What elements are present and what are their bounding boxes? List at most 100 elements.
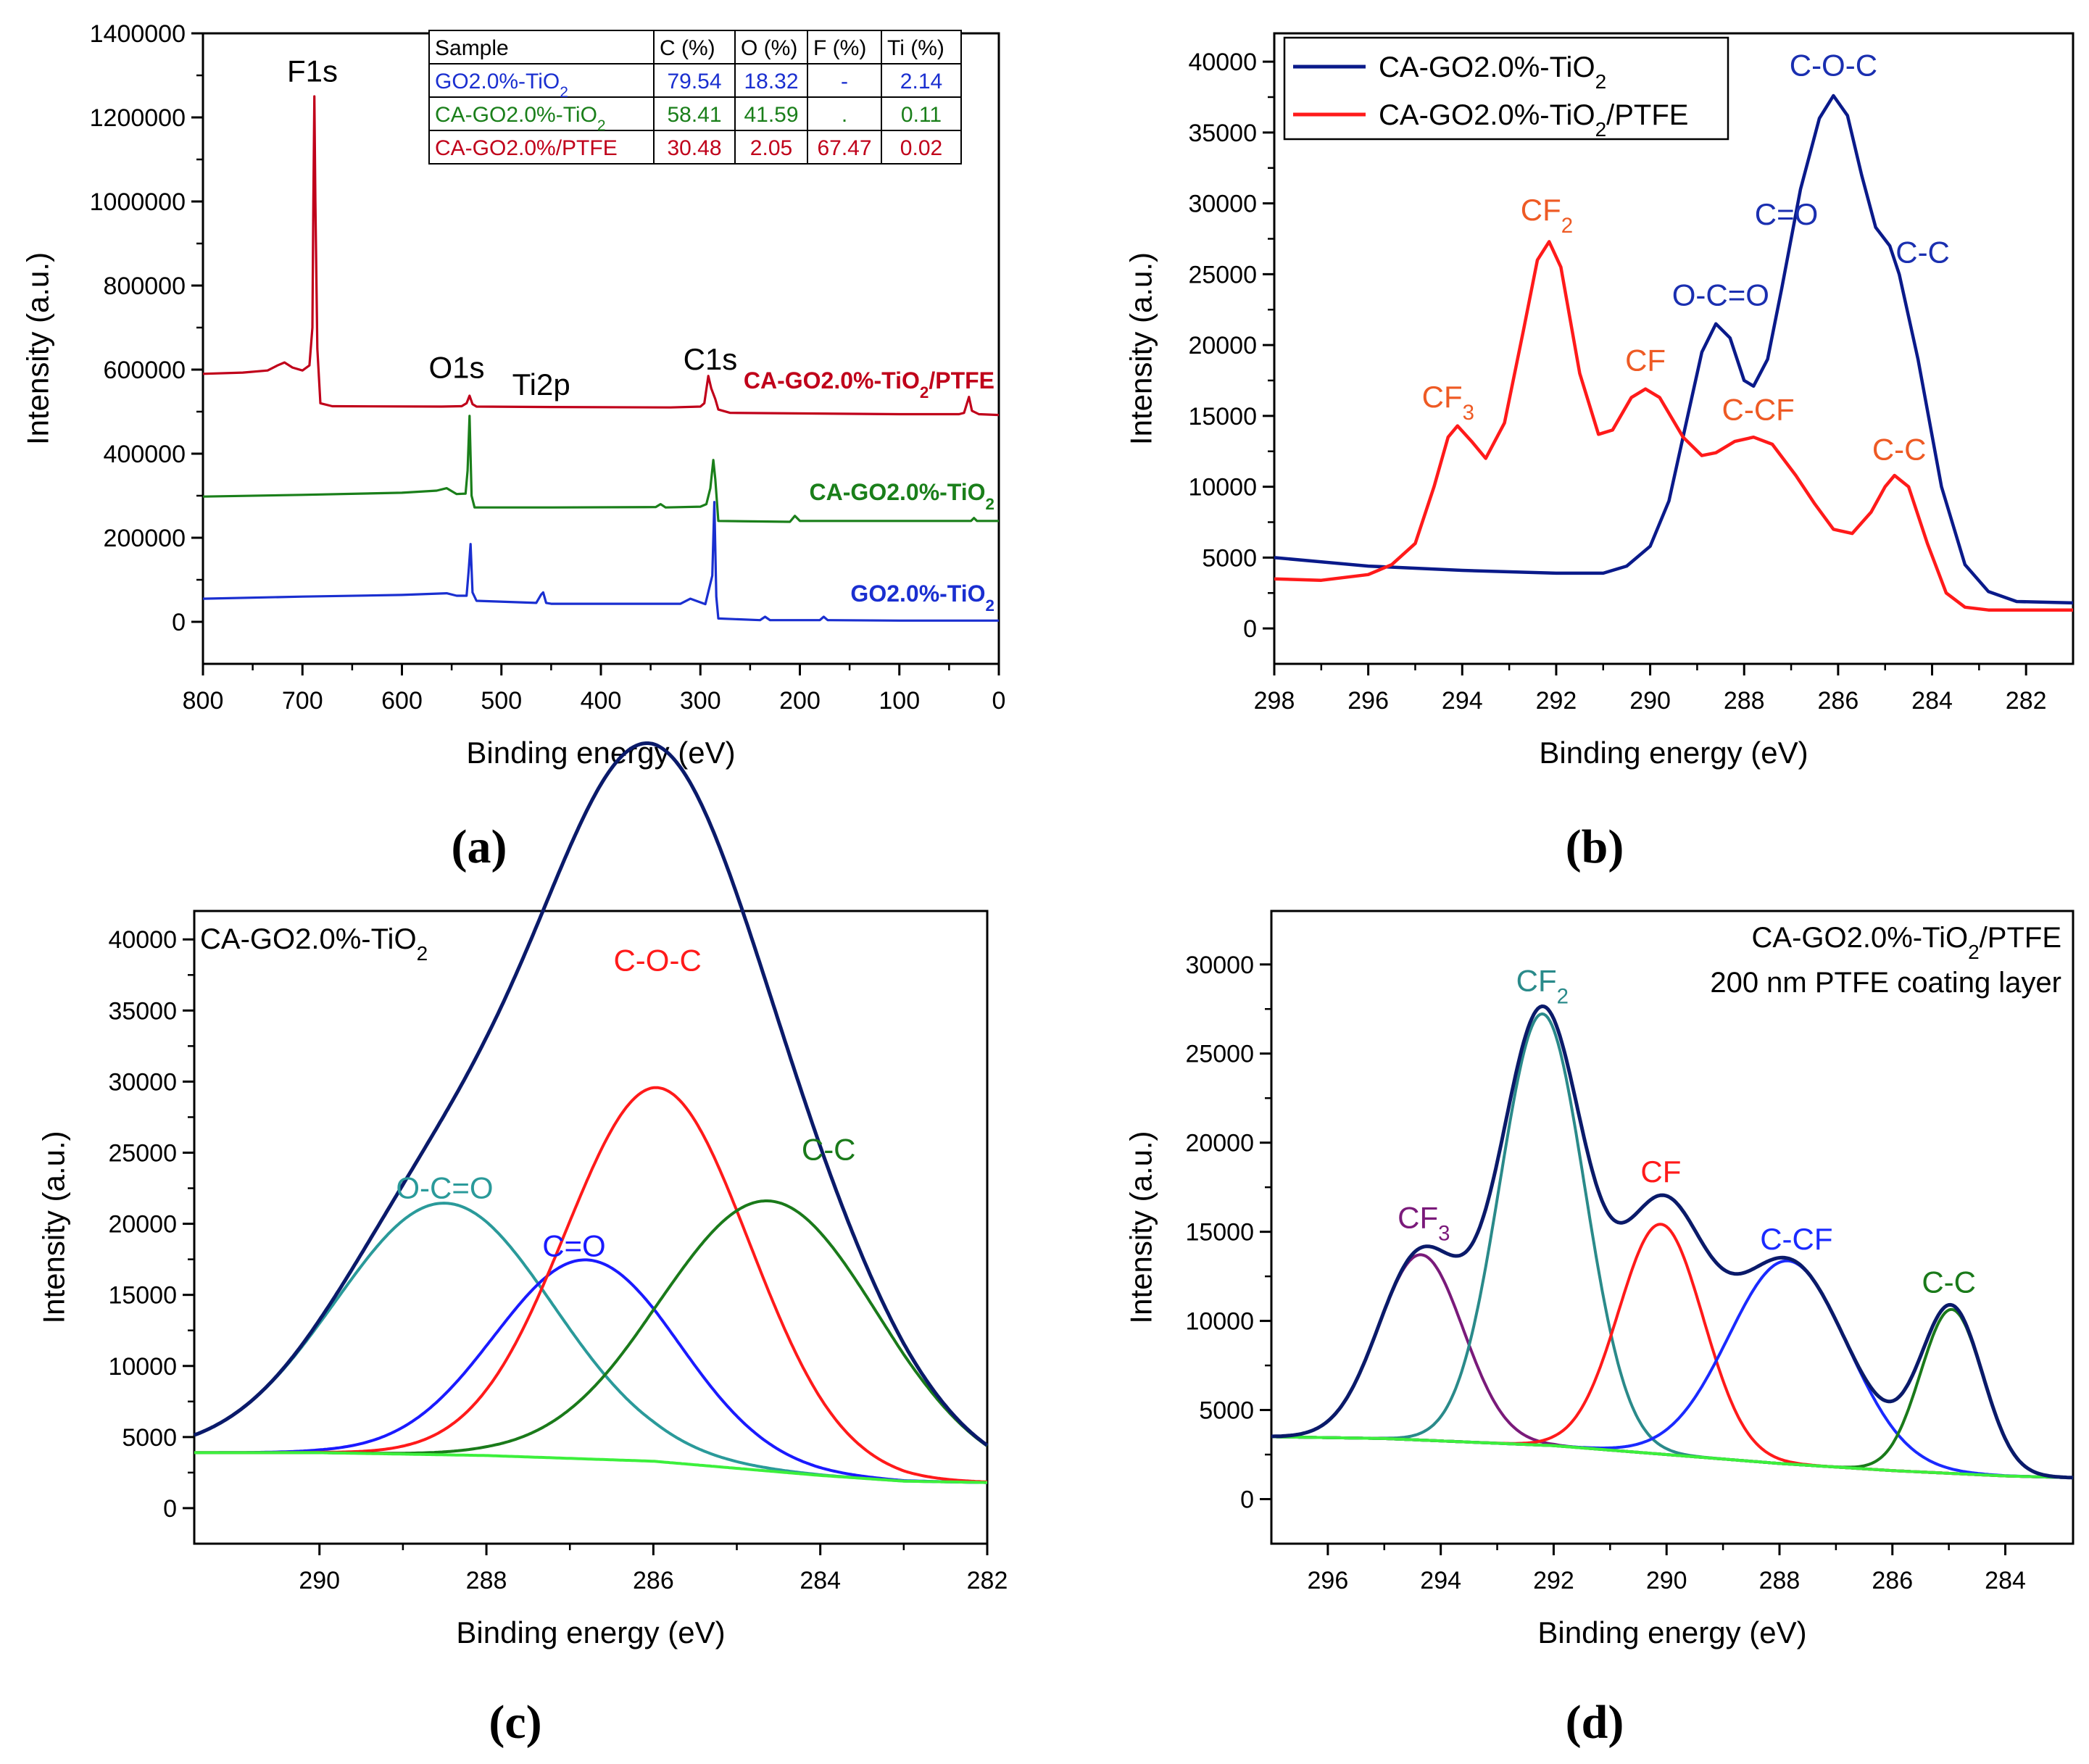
composition-table: Sample C (%) O (%) F (%) Ti (%) GO2.0%-TiO2 79… <box>428 30 962 165</box>
x-tick-label: 284 <box>1911 687 1953 715</box>
panel-a-survey-chart: 800 700 600 500 400 300 200 100 0 0 200000 400000 60… <box>21 20 1006 770</box>
x-tick-label: 800 <box>183 687 224 715</box>
y-tick-label: 20000 <box>1185 1130 1254 1157</box>
y-tick-label: 400000 <box>104 441 186 468</box>
x-tick-label: 288 <box>1759 1567 1801 1594</box>
series-line-0 <box>1274 93 2074 605</box>
series-label-2: GO2.0%-TiO2 <box>850 581 994 615</box>
peak-annotation: O1s <box>428 351 484 385</box>
table-cell: 0.02 <box>900 136 942 160</box>
y-tick-label: 20000 <box>108 1211 177 1239</box>
y-tick-label: 0 <box>163 1495 177 1523</box>
peak-annotation: O-C=O <box>1672 278 1769 312</box>
peak-annotation: C-O-C <box>613 943 701 977</box>
x-tick-label: 300 <box>680 687 721 715</box>
y-axis-title: Intensity (a.u.) <box>21 252 55 445</box>
y-tick-label: 30000 <box>108 1068 177 1096</box>
peak-annotation: C1s <box>684 342 738 376</box>
x-tick-label: 282 <box>2006 687 2047 715</box>
legend-box <box>1283 36 1729 141</box>
y-tick-label: 40000 <box>108 926 177 954</box>
panel-b-c1s-comparison-chart: 298 296 294 292 290 288 286 284 282 0 5000 10000 150… <box>1124 32 2075 770</box>
y-tick-label: 20000 <box>1188 332 1257 359</box>
y-tick-label: 25000 <box>1185 1041 1254 1068</box>
fit-envelope <box>194 741 989 1447</box>
y-tick-label: 0 <box>1240 1486 1254 1514</box>
series-line-1 <box>1274 240 2073 612</box>
x-tick-label: 286 <box>1872 1567 1913 1594</box>
y-tick-label: 1200000 <box>90 104 186 132</box>
y-tick-label: 30000 <box>1185 952 1254 979</box>
y-tick-label: 10000 <box>1185 1308 1254 1336</box>
x-tick-label: 0 <box>992 687 1006 715</box>
x-tick-label: 292 <box>1536 687 1577 715</box>
plot-frame <box>1270 910 2075 1545</box>
x-tick-label: 296 <box>1347 687 1389 715</box>
y-tick-label: 5000 <box>1202 544 1257 572</box>
plot-frame <box>1273 32 2075 665</box>
y-tick-label: 25000 <box>1188 261 1257 288</box>
panel-coating-label: 200 nm PTFE coating layer <box>1710 967 2061 999</box>
y-tick-label: 5000 <box>1199 1397 1254 1425</box>
x-tick-label: 294 <box>1442 687 1483 715</box>
x-tick-label: 288 <box>1724 687 1765 715</box>
peak-annotation: C-CF <box>1760 1222 1832 1256</box>
peak-annotation: CF2 <box>1516 964 1569 1009</box>
panel-label-d: (d) <box>1566 1696 1624 1749</box>
peak-annotation: F1s <box>287 54 338 88</box>
plot-frame <box>193 910 989 1545</box>
y-tick-label: 0 <box>1243 615 1257 643</box>
y-axis-ticks: 0 5000 10000 15000 20000 25000 30000 35000 40000 <box>1188 49 1274 643</box>
x-axis-ticks: 290 288 286 284 282 <box>299 1544 1008 1594</box>
y-axis-ticks: 0 5000 10000 15000 20000 25000 30000 35000 40000 <box>108 926 194 1523</box>
x-tick-label: 284 <box>1985 1567 2026 1594</box>
peak-annotation: Ti2p <box>512 367 570 402</box>
y-tick-label: 1400000 <box>90 20 186 48</box>
peak-annotation: CF <box>1640 1154 1681 1189</box>
peak-annotation: CF <box>1625 343 1666 377</box>
peak-annotation: O-C=O <box>396 1170 493 1205</box>
peak-annotation: CF3 <box>1422 380 1474 425</box>
y-tick-label: 800000 <box>104 272 186 300</box>
table-header: Sample <box>435 36 509 60</box>
table-header: Ti (%) <box>887 36 944 60</box>
table-header: O (%) <box>741 36 797 60</box>
table-cell: 58.41 <box>667 103 721 127</box>
y-tick-label: 10000 <box>108 1353 177 1381</box>
panel-label-c: (c) <box>489 1696 541 1749</box>
panel-label-b: (b) <box>1566 820 1624 873</box>
x-tick-label: 500 <box>481 687 522 715</box>
panel-label-a: (a) <box>452 820 507 873</box>
y-axis-ticks: 0 200000 400000 600000 800000 1000000 1200000 1… <box>90 20 203 636</box>
x-axis-title: Binding energy (eV) <box>1539 736 1808 770</box>
table-header: C (%) <box>660 36 715 60</box>
y-tick-label: 10000 <box>1188 474 1257 502</box>
y-tick-label: 15000 <box>1185 1219 1254 1247</box>
x-axis-title: Binding energy (eV) <box>466 736 735 770</box>
table-cell: - <box>841 70 848 93</box>
peak-annotation: C=O <box>1755 197 1819 231</box>
table-cell: 41.59 <box>744 103 798 127</box>
series-label-1: CA-GO2.0%-TiO2 <box>810 479 994 513</box>
series-line-1 <box>202 415 999 523</box>
y-tick-label: 35000 <box>1188 120 1257 147</box>
peak-annotation: C-C <box>1895 236 1950 270</box>
y-tick-label: 35000 <box>108 997 177 1025</box>
panel-d-c1s-fit-chart: 296 294 292 290 288 286 284 0 5000 10000 15000 2000… <box>1124 910 2075 1649</box>
table-header: F (%) <box>813 36 866 60</box>
y-tick-label: 1000000 <box>90 188 186 216</box>
table-cell: 18.32 <box>744 70 798 93</box>
peak-annotation: C-CF <box>1722 393 1795 427</box>
y-tick-label: 25000 <box>108 1140 177 1168</box>
x-tick-label: 286 <box>633 1567 674 1594</box>
table-cell-sample: CA-GO2.0%-TiO2 <box>435 103 606 134</box>
y-axis-title: Intensity (a.u.) <box>37 1131 71 1323</box>
peak-annotation: C-C <box>1872 432 1927 466</box>
table-cell-sample: GO2.0%-TiO2 <box>435 70 568 101</box>
x-tick-label: 286 <box>1818 687 1859 715</box>
x-tick-label: 400 <box>581 687 622 715</box>
x-tick-label: 294 <box>1420 1567 1461 1594</box>
y-axis-ticks: 0 5000 10000 15000 20000 25000 30000 <box>1185 952 1271 1514</box>
fit-component-1 <box>194 1258 987 1484</box>
